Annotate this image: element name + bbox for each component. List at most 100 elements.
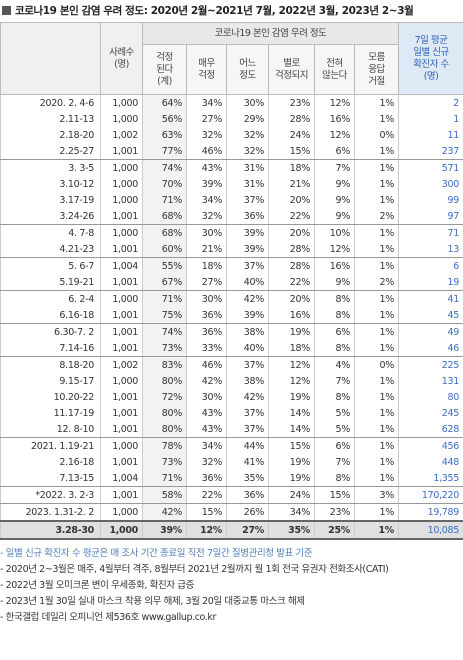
table-cell: 37% bbox=[226, 257, 269, 274]
table-cell: 73% bbox=[142, 340, 187, 357]
table-cell: 21% bbox=[186, 241, 227, 258]
table-cell: 10% bbox=[314, 224, 355, 241]
table-cell: 1,000 bbox=[100, 520, 143, 540]
table-cell: 32% bbox=[186, 208, 227, 225]
row-label: 2.18-20 bbox=[0, 127, 101, 143]
header-line: 않는다 bbox=[322, 69, 347, 81]
table-cell: 0% bbox=[353, 356, 400, 373]
table-row: 3.17-19 1,000 71% 34% 37% 20% 9% 1% 99 bbox=[0, 192, 463, 208]
table-cell: 36% bbox=[226, 486, 269, 504]
header-cell: 사례수 (명) bbox=[100, 22, 143, 95]
table-cell: 31% bbox=[226, 176, 269, 192]
table-cell: 37% bbox=[226, 405, 269, 421]
table-cell: 68% bbox=[142, 208, 187, 225]
table-cell: 18% bbox=[268, 340, 315, 357]
header-line: 어느 bbox=[239, 57, 256, 69]
table-row: 6.30-7. 2 1,001 74% 36% 38% 19% 6% 1% 49 bbox=[0, 323, 463, 340]
row-label: 9.15-17 bbox=[0, 373, 101, 389]
table-cell: 28% bbox=[268, 111, 315, 127]
row-label: 10.20-22 bbox=[0, 389, 101, 405]
table-cell: 1% bbox=[353, 94, 400, 111]
table-cell: 43% bbox=[186, 421, 227, 438]
table-cell: 33% bbox=[186, 340, 227, 357]
table-cell: 19% bbox=[268, 470, 315, 487]
table-cell: 71% bbox=[142, 290, 187, 307]
table-cell: 456 bbox=[398, 437, 463, 454]
table-cell: 2 bbox=[398, 94, 463, 111]
table-cell: 7% bbox=[314, 373, 355, 389]
header-line: 응답 bbox=[368, 63, 385, 75]
table-cell: 22% bbox=[268, 274, 315, 291]
header-cell: 7일 평균 일별 신규 확진자 수 (명) bbox=[398, 22, 463, 95]
table-cell: 6 bbox=[398, 257, 463, 274]
table-cell: 32% bbox=[186, 127, 227, 143]
table-cell: 30% bbox=[186, 224, 227, 241]
table-cell: 1% bbox=[353, 340, 400, 357]
table-cell: 12% bbox=[186, 520, 227, 540]
table-cell: 55% bbox=[142, 257, 187, 274]
table-cell: 30% bbox=[226, 94, 269, 111]
table-cell: 74% bbox=[142, 159, 187, 176]
table-cell: 36% bbox=[186, 470, 227, 487]
header-corner bbox=[0, 22, 101, 95]
table-cell: 170,220 bbox=[398, 486, 463, 504]
row-label: 5. 6-7 bbox=[0, 257, 101, 274]
table-cell: 80% bbox=[142, 421, 187, 438]
table-cell: 32% bbox=[226, 127, 269, 143]
table-cell: 19 bbox=[398, 274, 463, 291]
table-cell: 15% bbox=[268, 143, 315, 160]
table-cell: 1% bbox=[353, 373, 400, 389]
table-row: 3.10-12 1,000 70% 39% 31% 21% 9% 1% 300 bbox=[0, 176, 463, 192]
table-cell: 245 bbox=[398, 405, 463, 421]
row-label: 3.17-19 bbox=[0, 192, 101, 208]
table-row: 3.28-30 1,000 39% 12% 27% 35% 25% 1% 10,085 bbox=[0, 520, 463, 540]
table-cell: 56% bbox=[142, 111, 187, 127]
table-cell: 1,001 bbox=[100, 274, 143, 291]
table-cell: 1% bbox=[353, 520, 400, 540]
table-cell: 6% bbox=[314, 143, 355, 160]
table-cell: 22% bbox=[268, 208, 315, 225]
table-cell: 1,000 bbox=[100, 437, 143, 454]
row-label: 6.30-7. 2 bbox=[0, 323, 101, 340]
table-cell: 27% bbox=[226, 520, 269, 540]
table-cell: 27% bbox=[186, 274, 227, 291]
table-cell: 7% bbox=[314, 159, 355, 176]
table-cell: 80% bbox=[142, 405, 187, 421]
table-cell: 12% bbox=[268, 373, 315, 389]
header-cell: 어느 정도 bbox=[226, 44, 269, 95]
table-cell: 36% bbox=[186, 307, 227, 324]
table-cell: 1,000 bbox=[100, 290, 143, 307]
table-cell: 67% bbox=[142, 274, 187, 291]
table-cell: 4% bbox=[314, 356, 355, 373]
header-line: 걱정 bbox=[156, 51, 173, 63]
table-cell: 1% bbox=[353, 192, 400, 208]
header-row: 걱정 된다 (계) 매우 걱정 어느 정도 별로 걱정되지 전혀 않는다 모름 응답 거절 bbox=[1, 44, 463, 95]
table-cell: 25% bbox=[314, 520, 355, 540]
table-cell: 12% bbox=[314, 127, 355, 143]
table-cell: 1% bbox=[353, 224, 400, 241]
table-cell: 300 bbox=[398, 176, 463, 192]
header-cell: 전혀 않는다 bbox=[314, 44, 355, 95]
table-cell: 19,789 bbox=[398, 503, 463, 521]
table-cell: 31% bbox=[226, 159, 269, 176]
table-cell: 46% bbox=[186, 356, 227, 373]
note: - 2022년 3월 오미크론 변이 우세종화, 확진자 급증 bbox=[0, 580, 194, 591]
table-row: 2020. 2. 4-6 1,000 64% 34% 30% 23% 12% 1% 2 bbox=[0, 94, 463, 111]
table-cell: 1% bbox=[353, 111, 400, 127]
table-header: 사례수 (명) 코로나19 본인 감염 우려 정도 7일 평균 일별 신규 확진자 수 (명… bbox=[0, 22, 463, 95]
table-cell: 46 bbox=[398, 340, 463, 357]
table-cell: 35% bbox=[226, 470, 269, 487]
table-cell: 1,002 bbox=[100, 127, 143, 143]
title: 코로나19 본인 감염 우려 정도: 2020년 2월~2021년 7월, 20… bbox=[15, 4, 414, 17]
header-cell: 걱정 된다 (계) bbox=[142, 44, 187, 95]
table-cell: 1,001 bbox=[100, 486, 143, 504]
table: 사례수 (명) 코로나19 본인 감염 우려 정도 7일 평균 일별 신규 확진자 수 (명… bbox=[0, 22, 463, 540]
table-row: 2.25-27 1,001 77% 46% 32% 15% 6% 1% 237 bbox=[0, 143, 463, 160]
table-cell: 1% bbox=[353, 470, 400, 487]
table-cell: 42% bbox=[226, 389, 269, 405]
header-line: 거절 bbox=[368, 75, 385, 87]
table-row: 6. 2-4 1,000 71% 30% 42% 20% 8% 1% 41 bbox=[0, 290, 463, 307]
table-cell: 1% bbox=[353, 405, 400, 421]
table-cell: 78% bbox=[142, 437, 187, 454]
table-cell: 8% bbox=[314, 389, 355, 405]
